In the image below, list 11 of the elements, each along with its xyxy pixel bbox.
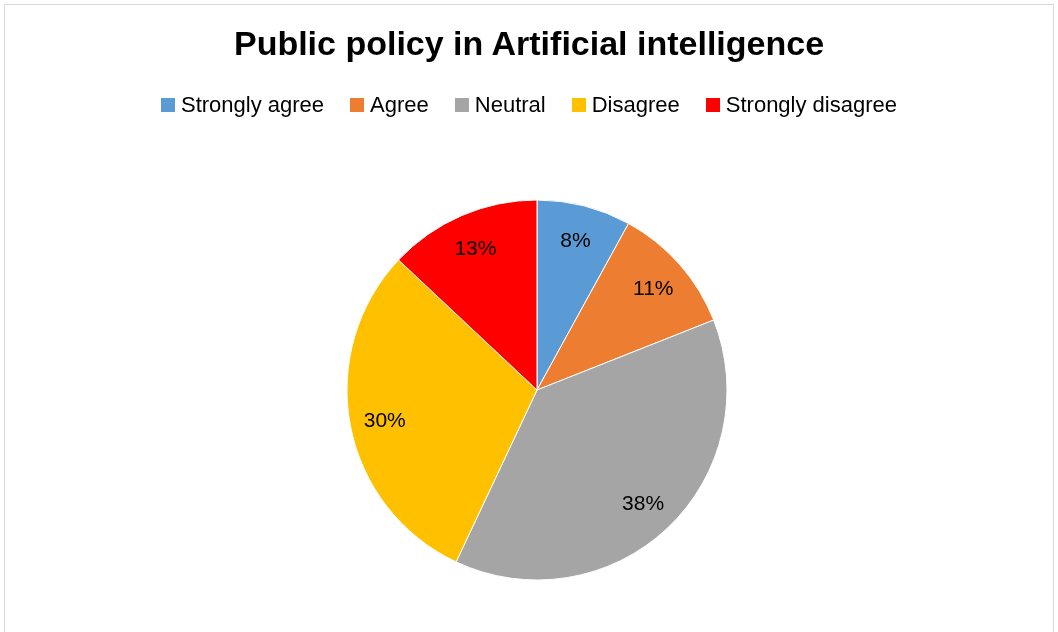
data-label: 11% [633, 276, 674, 299]
legend-label: Disagree [591, 92, 680, 118]
chart-title: Public policy in Artificial intelligence [232, 24, 826, 63]
data-label: 30% [363, 407, 406, 431]
legend-label: Strongly disagree [725, 92, 897, 118]
data-label: 8% [560, 228, 591, 252]
data-label: 13% [454, 236, 497, 260]
legend-label: Strongly agree [181, 92, 325, 118]
data-label: 38% [622, 491, 665, 515]
legend-label: Agree [370, 92, 429, 118]
legend-label: Neutral [474, 92, 546, 118]
